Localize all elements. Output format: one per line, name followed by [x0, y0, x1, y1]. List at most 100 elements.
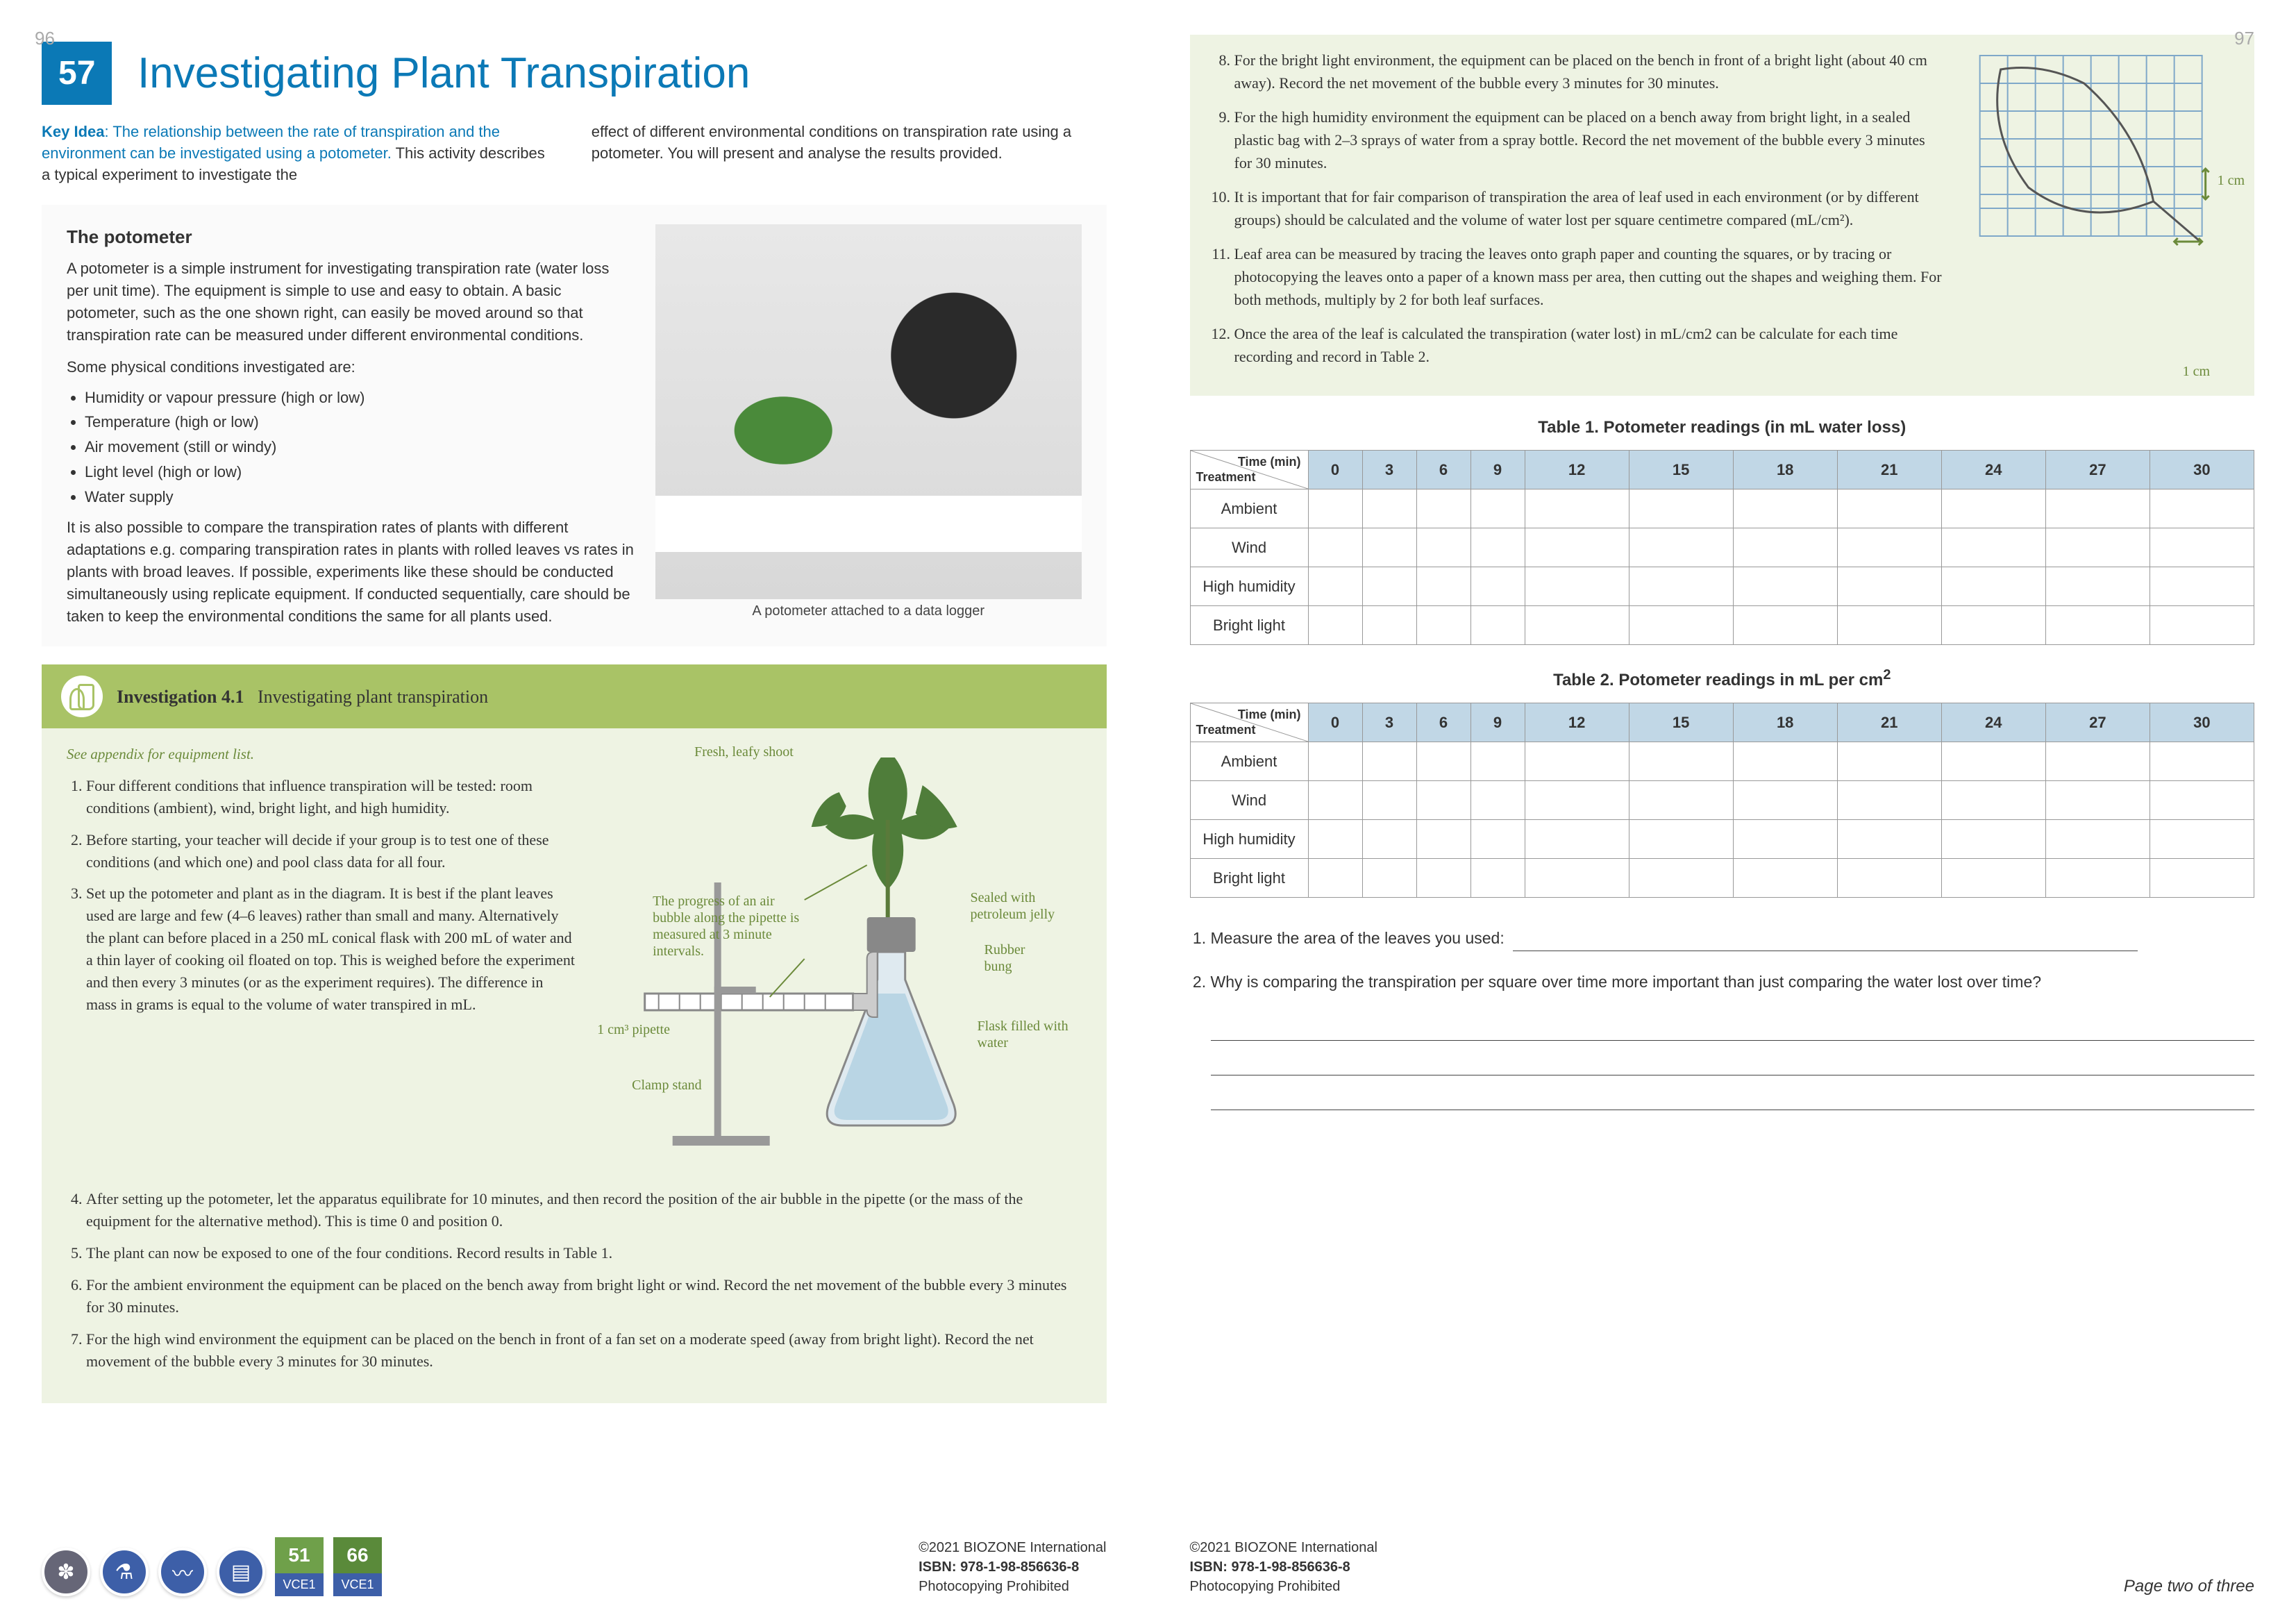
diagram-label-sealed: Sealed with petroleum jelly: [971, 889, 1075, 923]
time-col: 9: [1470, 451, 1525, 489]
step-6: For the ambient environment the equipmen…: [86, 1274, 1082, 1319]
time-col: 0: [1308, 703, 1362, 742]
time-col: 3: [1362, 703, 1416, 742]
vce-badge: 66 VCE1: [333, 1537, 382, 1596]
time-col: 0: [1308, 451, 1362, 489]
page-number-left: 96: [35, 28, 55, 49]
step-9: For the high humidity environment the eq…: [1234, 106, 1944, 174]
investigation-title-bold: Investigation 4.1: [117, 687, 244, 707]
chapter-title: Investigating Plant Transpiration: [137, 49, 750, 98]
step-10: It is important that for fair comparison…: [1234, 185, 1944, 231]
potometer-diagram: Fresh, leafy shoot Sealed with petroleum…: [597, 744, 1081, 1188]
key-idea-label: Key Idea: [42, 123, 105, 140]
table-1-title: Table 1. Potometer readings (in mL water…: [1190, 418, 2255, 437]
time-col: 21: [1837, 451, 1941, 489]
diagram-label-pipette: 1 cm³ pipette: [597, 1021, 694, 1038]
time-col: 27: [2045, 703, 2150, 742]
question-1: Measure the area of the leaves you used:: [1211, 926, 2255, 951]
footer-icons: ✽ ⚗ 〰 ▤ 51 VCE1 66 VCE1: [42, 1537, 382, 1596]
time-col: 24: [1941, 703, 2045, 742]
time-col: 27: [2045, 451, 2150, 489]
time-col: 15: [1629, 703, 1733, 742]
potometer-photo: [655, 224, 1082, 599]
time-col: 9: [1470, 703, 1525, 742]
row-label: High humidity: [1190, 567, 1308, 606]
step-2: Before starting, your teacher will decid…: [86, 829, 576, 873]
time-col: 30: [2150, 703, 2254, 742]
diagram-label-flask: Flask filled with water: [978, 1018, 1075, 1051]
copyright-block: ©2021 BIOZONE International ISBN: 978-1-…: [1190, 1538, 1377, 1596]
vce-badge: 51 VCE1: [275, 1537, 324, 1596]
potometer-conditions-list: Humidity or vapour pressure (high or low…: [85, 387, 635, 508]
table-2: Time (min) Treatment 0 3 6 9 12 15 18 21…: [1190, 703, 2255, 898]
row-label: Bright light: [1190, 606, 1308, 645]
page-right: 97 For the bright light environment, the…: [1148, 0, 2296, 1624]
investigation-box: Investigation 4.1 Investigating plant tr…: [42, 664, 1107, 1403]
time-col: 18: [1733, 703, 1837, 742]
potometer-p2: Some physical conditions investigated ar…: [67, 356, 635, 378]
chapter-header: 57 Investigating Plant Transpiration: [42, 42, 1107, 105]
footer-left: ✽ ⚗ 〰 ▤ 51 VCE1 66 VCE1 ©2021 BIOZONE In…: [42, 1537, 1107, 1596]
table-corner: Time (min) Treatment: [1190, 703, 1308, 742]
time-col: 30: [2150, 451, 2254, 489]
time-col: 15: [1629, 451, 1733, 489]
row-label: Wind: [1190, 781, 1308, 820]
footer-icon: ⚗: [100, 1548, 149, 1596]
potometer-p3: It is also possible to compare the trans…: [67, 517, 635, 627]
list-item: Water supply: [85, 486, 635, 508]
table-2-title: Table 2. Potometer readings in mL per cm…: [1190, 667, 2255, 690]
page-left: 96 57 Investigating Plant Transpiration …: [0, 0, 1148, 1624]
cm-label-horiz: 1 cm: [2183, 361, 2210, 382]
footer-right: ©2021 BIOZONE International ISBN: 978-1-…: [1190, 1538, 2255, 1596]
cm-label-vert: 1 cm: [2218, 170, 2245, 191]
footer-icon: 〰: [158, 1548, 207, 1596]
question-2: Why is comparing the transpiration per s…: [1211, 969, 2255, 1110]
photo-caption: A potometer attached to a data logger: [655, 603, 1082, 619]
investigation-header: Investigation 4.1 Investigating plant tr…: [42, 664, 1107, 728]
table-corner: Time (min) Treatment: [1190, 451, 1308, 489]
diagram-label-bung: Rubber bung: [984, 941, 1054, 975]
list-item: Light level (high or low): [85, 461, 635, 483]
footer-icon: ▤: [217, 1548, 265, 1596]
step-4: After setting up the potometer, let the …: [86, 1188, 1082, 1232]
time-col: 3: [1362, 451, 1416, 489]
right-continuation-box: For the bright light environment, the eq…: [1190, 35, 2255, 396]
row-label: High humidity: [1190, 820, 1308, 859]
leaf-grid-figure: 1 cm 1 cm: [1965, 49, 2231, 379]
time-col: 6: [1416, 451, 1470, 489]
time-col: 12: [1525, 451, 1629, 489]
chapter-number-badge: 57: [42, 42, 112, 105]
time-col: 24: [1941, 451, 2045, 489]
key-idea-block: Key Idea: The relationship between the r…: [42, 122, 1107, 185]
step-5: The plant can now be exposed to one of t…: [86, 1242, 1082, 1264]
potometer-heading: The potometer: [67, 224, 635, 251]
step-11: Leaf area can be measured by tracing the…: [1234, 242, 1944, 311]
diagram-label-fresh: Fresh, leafy shoot: [694, 744, 794, 760]
list-item: Temperature (high or low): [85, 411, 635, 433]
row-label: Wind: [1190, 528, 1308, 567]
time-col: 21: [1837, 703, 1941, 742]
step-7: For the high wind environment the equipm…: [86, 1328, 1082, 1373]
investigation-title-rest: Investigating plant transpiration: [258, 687, 488, 707]
time-col: 12: [1525, 703, 1629, 742]
list-item: Humidity or vapour pressure (high or low…: [85, 387, 635, 409]
list-item: Air movement (still or windy): [85, 436, 635, 458]
step-12: Once the area of the leaf is calculated …: [1234, 322, 1944, 368]
step-3: Set up the potometer and plant as in the…: [86, 882, 576, 1015]
row-label: Ambient: [1190, 742, 1308, 781]
potometer-p1: A potometer is a simple instrument for i…: [67, 258, 635, 346]
footer-icon: ✽: [42, 1548, 90, 1596]
table-1: Time (min) Treatment 0 3 6 9 12 15 18 21…: [1190, 450, 2255, 645]
page-number-right: 97: [2234, 28, 2254, 49]
step-1: Four different conditions that influence…: [86, 775, 576, 819]
time-col: 6: [1416, 703, 1470, 742]
appendix-note: See appendix for equipment list.: [67, 744, 576, 764]
flask-icon: [61, 676, 103, 717]
answer-lines: [1211, 1010, 2255, 1110]
step-8: For the bright light environment, the eq…: [1234, 49, 1944, 94]
copyright-block: ©2021 BIOZONE International ISBN: 978-1-…: [919, 1538, 1106, 1596]
row-label: Bright light: [1190, 859, 1308, 898]
page-label: Page two of three: [2124, 1577, 2254, 1596]
diagram-label-clamp: Clamp stand: [632, 1077, 729, 1094]
time-col: 18: [1733, 451, 1837, 489]
